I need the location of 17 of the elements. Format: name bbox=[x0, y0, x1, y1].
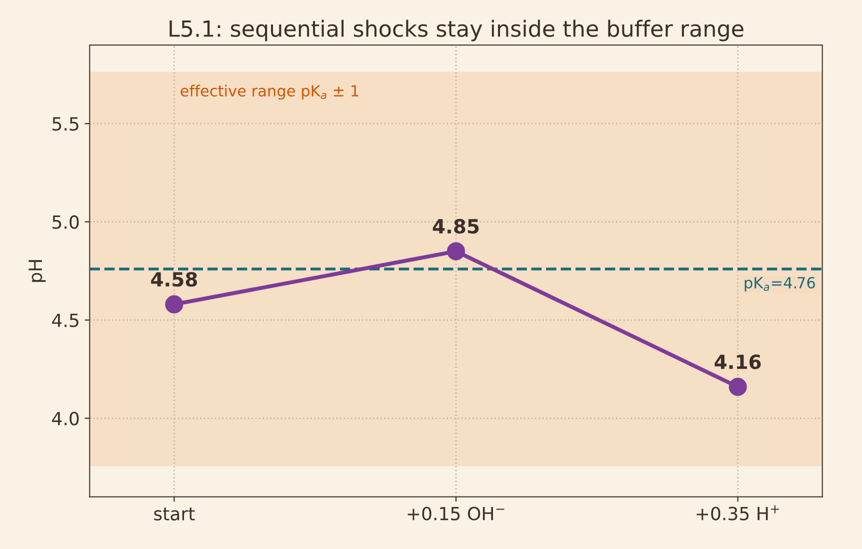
x-tick-label: +0.15 OH$^{−}$ bbox=[408, 506, 504, 520]
chart-title: L5.1: sequential shocks stay inside the buffer range bbox=[170, 20, 744, 42]
ref-line-label: pK$_{a}$=4.76 bbox=[744, 276, 815, 292]
x-tick-label: +0.35 H$^{+}$ bbox=[696, 505, 779, 520]
y-tick-label: 4.5 bbox=[52, 314, 78, 328]
band-label: effective range pK$_{a}$ ± 1 bbox=[180, 84, 358, 100]
y-tick-label: 5.5 bbox=[52, 117, 78, 131]
y-tick-label: 5.0 bbox=[52, 215, 79, 229]
point bbox=[165, 295, 184, 314]
x-tick-label: start bbox=[154, 508, 195, 521]
data-label: 4.85 bbox=[432, 218, 479, 234]
y-tick-label: 4.0 bbox=[52, 412, 79, 426]
data-label: 4.16 bbox=[714, 354, 761, 370]
y-axis-title: pH bbox=[28, 260, 46, 282]
point bbox=[446, 242, 466, 260]
point bbox=[728, 378, 747, 396]
data-label: 4.58 bbox=[151, 272, 197, 287]
